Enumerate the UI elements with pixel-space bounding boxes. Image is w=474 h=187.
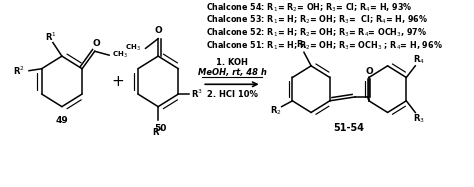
Text: 51-54: 51-54 [333,123,365,133]
Text: O: O [154,26,162,35]
Text: R$_3$: R$_3$ [413,112,425,125]
Text: R$_2$: R$_2$ [270,104,282,117]
Text: CH$_3$: CH$_3$ [125,43,141,53]
Text: 50: 50 [154,124,166,133]
Text: R$_1$: R$_1$ [296,38,308,51]
Text: R$^3$: R$^3$ [191,88,203,100]
Text: Chalcone 53: R$_1$= H; R$_2$= OH; R$_3$=  Cl; R$_4$= H, 96%: Chalcone 53: R$_1$= H; R$_2$= OH; R$_3$=… [206,14,428,26]
Text: O: O [365,67,373,76]
Text: R$^4$: R$^4$ [152,126,164,138]
Text: O: O [92,39,100,48]
Text: 2. HCl 10%: 2. HCl 10% [207,90,257,99]
Text: Chalcone 52: R$_1$= H; R$_2$= OH; R$_3$= R$_4$= OCH$_3$, 97%: Chalcone 52: R$_1$= H; R$_2$= OH; R$_3$=… [206,27,427,39]
Text: R$_4$: R$_4$ [413,54,425,66]
Text: CH$_3$: CH$_3$ [112,50,128,60]
Text: Chalcone 54: R$_1$= R$_2$= OH; R$_3$= Cl; R$_4$= H, 93%: Chalcone 54: R$_1$= R$_2$= OH; R$_3$= Cl… [206,1,412,14]
Text: Chalcone 51: R$_1$= H; R$_2$= OH; R$_3$= OCH$_3$ ; R$_4$= H, 96%: Chalcone 51: R$_1$= H; R$_2$= OH; R$_3$=… [206,39,443,52]
Text: 49: 49 [55,116,68,125]
Text: R$^2$: R$^2$ [13,65,25,77]
Text: 1. KOH: 1. KOH [216,58,248,68]
Text: MeOH, rt, 48 h: MeOH, rt, 48 h [198,68,266,77]
Text: R$^1$: R$^1$ [45,30,57,43]
Text: +: + [111,74,124,89]
